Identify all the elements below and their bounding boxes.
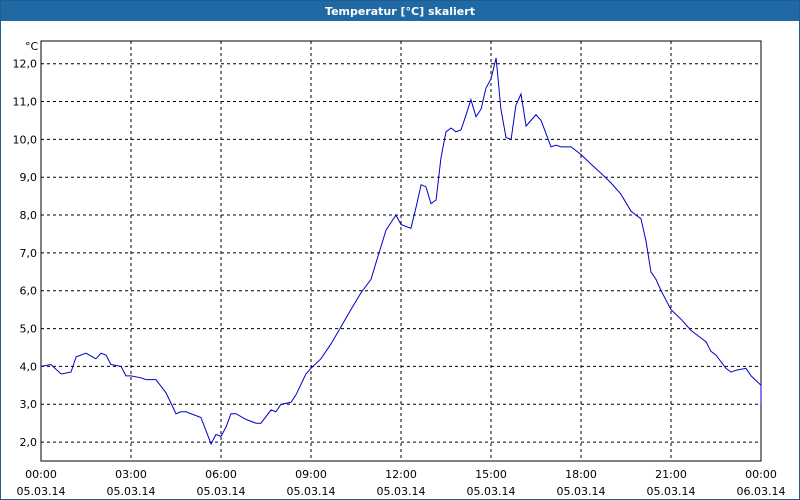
y-tick-label: 4,0 bbox=[20, 360, 38, 373]
x-tick-time-label: 00:00 bbox=[25, 468, 57, 481]
y-axis-ticks: 2,0 3,0 4,0 5,0 6,0 7,0 8,0 9,0 10,0 11,0 12,0 bbox=[13, 58, 38, 449]
grid bbox=[41, 41, 761, 461]
x-tick-time-label: 18:00 bbox=[565, 468, 597, 481]
x-tick-time-label: 15:00 bbox=[475, 468, 507, 481]
y-tick-label: 3,0 bbox=[20, 398, 38, 411]
x-axis-ticks: 00:00 05.03.14 03:00 05.03.14 06:00 05.03.14 0… bbox=[17, 468, 786, 498]
y-tick-label: 6,0 bbox=[20, 285, 38, 298]
y-tick-label: 10,0 bbox=[13, 133, 38, 146]
temperature-chart: 2,0 3,0 4,0 5,0 6,0 7,0 8,0 9,0 10,0 11,0 12,0 00:… bbox=[13, 40, 786, 498]
y-axis-unit-label: °C bbox=[25, 40, 39, 53]
y-tick-label: 8,0 bbox=[20, 209, 38, 222]
chart-title: Temperatur [°C] skaliert bbox=[1, 1, 799, 21]
x-tick-date-label: 05.03.14 bbox=[197, 485, 246, 498]
x-tick-date-label: 05.03.14 bbox=[467, 485, 516, 498]
x-tick-date-label: 05.03.14 bbox=[377, 485, 426, 498]
x-tick-date-label: 06.03.14 bbox=[737, 485, 786, 498]
y-tick-label: 7,0 bbox=[20, 247, 38, 260]
x-tick-date-label: 05.03.14 bbox=[287, 485, 336, 498]
x-tick-time-label: 21:00 bbox=[655, 468, 687, 481]
x-tick-date-label: 05.03.14 bbox=[17, 485, 66, 498]
x-tick-time-label: 12:00 bbox=[385, 468, 417, 481]
y-tick-label: 5,0 bbox=[20, 323, 38, 336]
y-tick-label: 2,0 bbox=[20, 436, 38, 449]
x-tick-time-label: 00:00 bbox=[745, 468, 777, 481]
x-tick-date-label: 05.03.14 bbox=[107, 485, 156, 498]
x-tick-date-label: 05.03.14 bbox=[557, 485, 606, 498]
plot-area bbox=[40, 40, 762, 462]
y-tick-label: 9,0 bbox=[20, 171, 38, 184]
x-tick-time-label: 06:00 bbox=[205, 468, 237, 481]
x-tick-date-label: 05.03.14 bbox=[647, 485, 696, 498]
x-tick-time-label: 03:00 bbox=[115, 468, 147, 481]
y-tick-label: 11,0 bbox=[13, 96, 38, 109]
y-tick-label: 12,0 bbox=[13, 58, 38, 71]
temperature-series-line bbox=[40, 57, 762, 446]
x-tick-time-label: 09:00 bbox=[295, 468, 327, 481]
